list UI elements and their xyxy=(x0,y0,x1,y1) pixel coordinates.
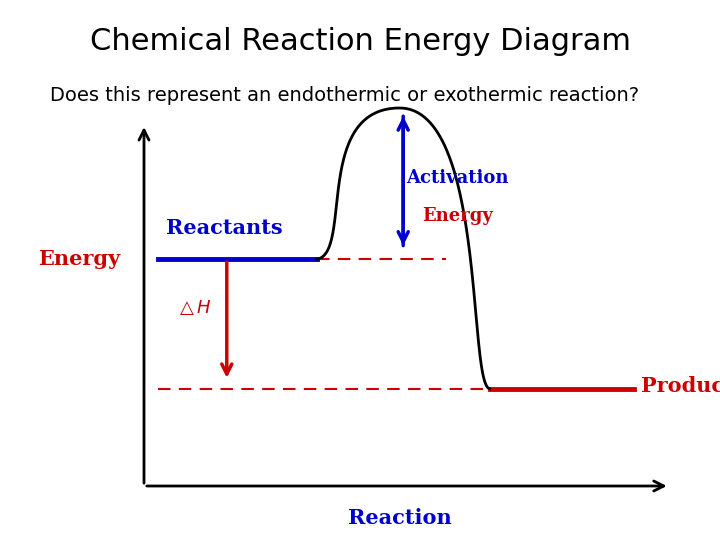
Text: Energy: Energy xyxy=(422,207,492,225)
Text: $\triangle H$: $\triangle H$ xyxy=(176,298,212,318)
Text: Products: Products xyxy=(641,376,720,396)
Text: Reaction: Reaction xyxy=(348,508,451,529)
Text: Does this represent an endothermic or exothermic reaction?: Does this represent an endothermic or ex… xyxy=(50,86,639,105)
Text: Chemical Reaction Energy Diagram: Chemical Reaction Energy Diagram xyxy=(89,27,631,56)
Text: Reactants: Reactants xyxy=(166,218,282,238)
Text: Activation: Activation xyxy=(406,169,508,187)
Text: Energy: Energy xyxy=(38,249,120,269)
